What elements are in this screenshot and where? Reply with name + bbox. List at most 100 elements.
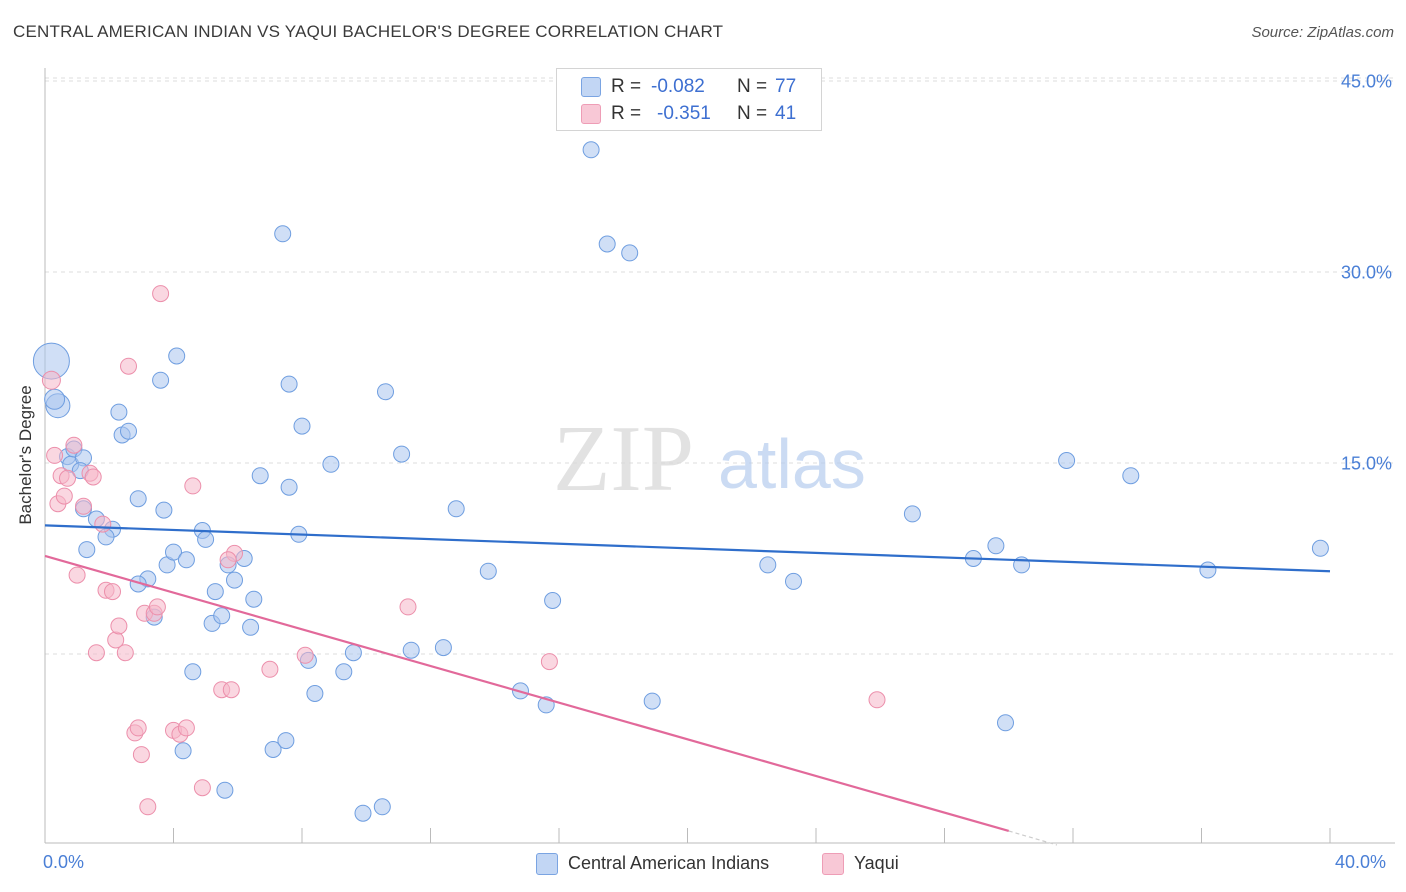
data-point — [759, 556, 777, 574]
data-point — [1122, 467, 1140, 485]
data-point — [155, 501, 173, 519]
data-point — [306, 685, 324, 702]
bottom-legend-label: Yaqui — [854, 853, 899, 873]
data-point — [274, 225, 292, 243]
data-point — [110, 617, 128, 635]
watermark-zip: ZIP — [553, 407, 694, 511]
data-point — [222, 681, 240, 699]
data-point — [399, 598, 417, 616]
data-point — [354, 804, 372, 822]
trend-line-central-american — [44, 524, 1331, 573]
data-point — [434, 639, 452, 657]
x-tick-min: 0.0% — [43, 852, 85, 872]
trend-lines — [44, 524, 1331, 846]
axes — [44, 68, 1395, 844]
data-point — [129, 490, 147, 508]
data-point — [197, 530, 215, 548]
data-point — [148, 598, 166, 616]
data-point — [1199, 561, 1217, 579]
data-point — [116, 644, 134, 662]
data-point — [184, 663, 202, 681]
data-point — [177, 719, 195, 737]
data-point — [120, 422, 137, 440]
data-point — [393, 445, 411, 463]
data-point — [479, 562, 497, 580]
data-point — [65, 436, 83, 454]
data-point — [903, 505, 921, 523]
legend-swatch-pink — [581, 104, 601, 124]
data-point — [219, 551, 237, 569]
data-point — [120, 357, 137, 375]
data-point — [165, 543, 182, 561]
legend-r-label: R = — [611, 76, 642, 97]
trend-line-yaqui — [44, 554, 1010, 833]
bottom-legend-swatch-pink — [822, 853, 844, 875]
data-point — [987, 537, 1005, 555]
legend-n-value: 41 — [775, 103, 797, 124]
data-point — [55, 487, 73, 505]
legend-n-label: N = — [737, 76, 768, 97]
legend-n-label: N = — [737, 103, 768, 124]
data-point — [84, 468, 102, 486]
data-point — [335, 663, 353, 681]
data-point — [280, 478, 298, 496]
y-tick-label: 30.0% — [1340, 262, 1392, 283]
data-point — [104, 583, 121, 601]
data-point — [402, 641, 420, 659]
chart-title: CENTRAL AMERICAN INDIAN VS YAQUI BACHELO… — [13, 22, 724, 41]
data-point — [582, 141, 600, 159]
bottom-legend-swatch-blue — [536, 853, 558, 875]
legend-r-label: R = — [611, 103, 642, 124]
data-point — [226, 571, 243, 589]
data-point — [206, 583, 224, 601]
data-point — [184, 477, 202, 495]
data-point — [242, 618, 260, 636]
series-yaqui — [41, 285, 886, 816]
data-point — [643, 692, 661, 710]
data-point — [139, 798, 157, 816]
data-point — [46, 446, 64, 464]
data-point — [245, 590, 263, 608]
watermark-atlas: atlas — [718, 425, 866, 503]
data-point — [251, 467, 269, 485]
data-point — [75, 497, 92, 515]
y-tick-label: 45.0% — [1340, 71, 1392, 92]
legend-swatch-blue — [581, 77, 601, 97]
data-point — [621, 244, 639, 262]
bottom-legend-label: Central American Indians — [568, 853, 770, 873]
gridlines — [45, 77, 1395, 655]
data-point — [110, 403, 128, 421]
data-point — [598, 235, 616, 253]
data-point — [129, 719, 147, 737]
data-point — [785, 572, 802, 590]
data-point — [261, 660, 279, 678]
x-tick-max: 40.0% — [1335, 852, 1387, 872]
data-point — [87, 644, 105, 662]
data-point — [296, 646, 314, 664]
legend-n-value: 77 — [775, 76, 797, 97]
data-point — [59, 469, 76, 487]
data-point — [152, 371, 170, 389]
data-point — [216, 781, 234, 799]
data-point — [152, 285, 170, 303]
data-point — [293, 417, 311, 435]
data-point — [68, 566, 86, 584]
data-point — [868, 691, 886, 709]
data-point — [213, 607, 231, 625]
data-point — [280, 375, 298, 393]
data-point — [1058, 452, 1076, 469]
data-point — [264, 741, 282, 758]
data-point — [322, 455, 340, 473]
data-point — [174, 742, 192, 760]
data-point — [540, 653, 558, 671]
data-point — [78, 541, 96, 559]
chart-source: Source: ZipAtlas.com — [1251, 24, 1394, 41]
data-point — [997, 714, 1014, 732]
legend-r-value: -0.082 — [651, 76, 705, 97]
data-point — [44, 388, 66, 410]
data-point — [132, 746, 150, 764]
data-point — [168, 347, 186, 365]
data-point — [193, 779, 211, 797]
stats-legend: R = -0.082 N = 77 R = -0.351 N = 41 — [556, 68, 822, 131]
